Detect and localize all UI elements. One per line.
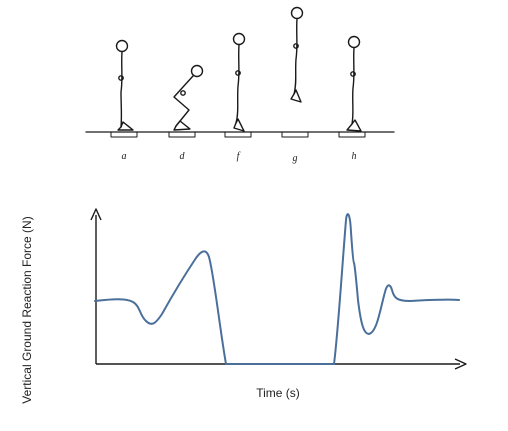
stick-figure-g — [290, 6, 304, 103]
x-axis-arrow — [454, 358, 467, 370]
jump-phases-illustration — [85, 6, 395, 138]
phase-labels: a d f g h — [122, 151, 357, 164]
stick-figure-d — [173, 64, 204, 131]
hip-marker — [293, 43, 299, 49]
force-plate — [224, 131, 252, 138]
force-plate — [168, 131, 196, 138]
y-axis-label: Vertical Ground Reaction Force (N) — [20, 216, 34, 403]
force-plate — [338, 131, 366, 138]
force-time-graph — [90, 208, 467, 370]
phase-label-d: d — [180, 151, 186, 162]
x-axis-label: Time (s) — [256, 386, 300, 400]
phase-label-f: f — [237, 151, 241, 162]
phase-label-h: h — [352, 151, 357, 162]
phase-label-a: a — [122, 151, 127, 162]
stick-figure-h — [346, 35, 362, 132]
stick-figure-a — [115, 39, 134, 131]
head — [232, 32, 246, 46]
force-curve — [94, 213, 460, 365]
hip-marker — [118, 75, 124, 81]
head — [115, 39, 129, 53]
hip-marker — [350, 71, 356, 77]
force-plate — [110, 131, 138, 138]
stick-figure-f — [232, 32, 246, 132]
hip-marker — [180, 90, 186, 96]
head — [190, 64, 204, 78]
phase-label-g: g — [293, 153, 298, 164]
head — [290, 6, 304, 20]
y-axis-arrow — [90, 208, 102, 221]
hip-marker — [235, 70, 241, 76]
force-plate — [281, 131, 309, 138]
head — [347, 35, 361, 49]
